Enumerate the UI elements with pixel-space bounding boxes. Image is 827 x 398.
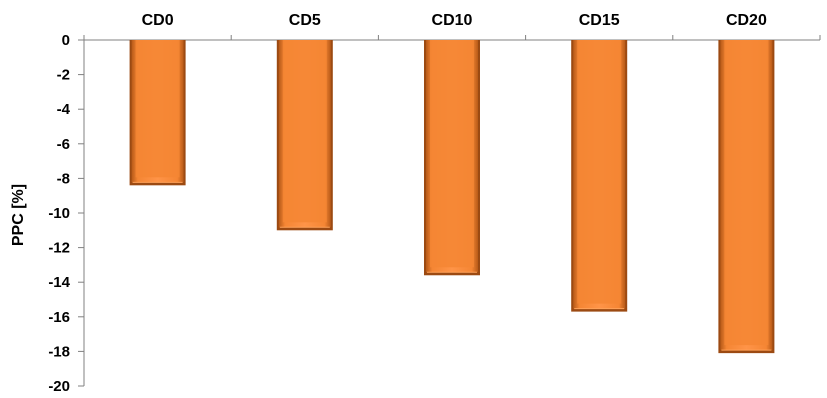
y-tick-label: -20 bbox=[48, 378, 70, 395]
bar-group bbox=[718, 40, 775, 354]
y-tick-label: -2 bbox=[57, 67, 70, 84]
y-tick-label: -14 bbox=[48, 274, 70, 291]
y-tick-label: -8 bbox=[57, 170, 70, 187]
y-tick-label: -12 bbox=[48, 240, 70, 257]
category-label: CD15 bbox=[579, 12, 620, 29]
y-tick-label: -6 bbox=[57, 136, 70, 153]
bar-group bbox=[276, 40, 333, 231]
category-label: CD0 bbox=[142, 12, 174, 29]
category-label: CD20 bbox=[726, 12, 767, 29]
bar-face bbox=[724, 40, 769, 346]
bar-face bbox=[135, 40, 180, 178]
category-label: CD10 bbox=[432, 12, 473, 29]
category-label: CD5 bbox=[289, 12, 321, 29]
y-tick-label: -18 bbox=[48, 343, 70, 360]
bar-group bbox=[129, 40, 186, 186]
bar-face bbox=[282, 40, 327, 223]
y-axis-title: PPC [%] bbox=[10, 184, 27, 246]
bar-face bbox=[577, 40, 622, 304]
y-tick-label: -10 bbox=[48, 205, 70, 222]
y-tick-label: 0 bbox=[62, 32, 70, 49]
bar-group bbox=[424, 40, 480, 276]
bar-face bbox=[430, 40, 474, 268]
y-tick-label: -16 bbox=[48, 309, 70, 326]
plot-area: 0 -2 -4 -6 -8 -10 -12 -14 -16 -18 -20 CD0 CD5 CD10 CD1… bbox=[48, 12, 821, 395]
bar-group bbox=[571, 40, 628, 312]
y-tick-label: -4 bbox=[57, 101, 71, 118]
